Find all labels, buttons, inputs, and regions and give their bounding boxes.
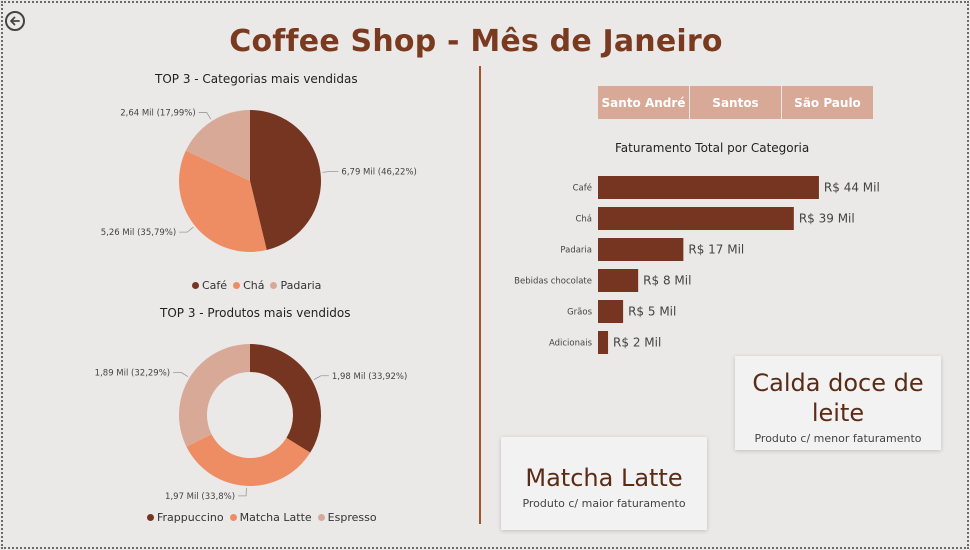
donut-produtos-title: TOP 3 - Produtos mais vendidos: [160, 306, 351, 320]
pie-slice: [250, 344, 321, 453]
back-button[interactable]: [5, 11, 25, 31]
bar-value-label: R$ 8 Mil: [643, 274, 691, 288]
bar-value-label: R$ 17 Mil: [688, 243, 744, 257]
legend-item-matcha-latte: Matcha Latte: [229, 511, 312, 524]
slicer-option-santos[interactable]: Santos: [690, 86, 782, 119]
pie-categorias-legend: Café Chá Padaria: [192, 279, 321, 292]
bar-category-label: Bebidas chocolate: [514, 277, 592, 287]
slicer-option-sao-paulo[interactable]: São Paulo: [782, 86, 873, 119]
slice-data-label: 1,89 Mil (32,29%): [95, 368, 170, 378]
page-title: Coffee Shop - Mês de Janeiro: [229, 24, 723, 59]
card-maior-value: Matcha Latte: [525, 464, 683, 492]
bar: [598, 269, 639, 292]
legend-label: Padaria: [280, 279, 322, 292]
slicer-option-santo-andre[interactable]: Santo André: [598, 86, 690, 119]
bar-value-label: R$ 2 Mil: [613, 336, 661, 350]
leader-line: [173, 371, 189, 377]
bar: [598, 238, 684, 261]
card-menor-label: Produto c/ menor faturamento: [754, 432, 922, 445]
bar-value-label: R$ 39 Mil: [799, 212, 855, 226]
bar: [598, 300, 624, 323]
leader-line: [322, 171, 339, 173]
pie-slice: [178, 150, 267, 252]
bar-category-label: Adicionais: [549, 339, 593, 349]
pie-slice: [185, 110, 250, 181]
pie-slice: [250, 110, 321, 251]
bar: [598, 176, 819, 199]
bar: [598, 207, 794, 230]
arrow-left-icon: [10, 16, 20, 26]
slice-data-label: 5,26 Mil (35,79%): [101, 228, 176, 238]
bar-faturamento-title: Faturamento Total por Categoria: [615, 141, 810, 155]
leader-line: [238, 487, 247, 497]
slice-data-label: 1,98 Mil (33,92%): [332, 372, 407, 382]
pie-categorias-chart: 6,79 Mil (46,22%) 5,26 Mil (35,79%) 2,64 M…: [101, 109, 417, 252]
bar-category-label: Padaria: [560, 246, 592, 256]
donut-produtos-legend: Frappuccino Matcha Latte Espresso: [147, 511, 377, 524]
card-menor-faturamento: Calda doce de leite Produto c/ menor fat…: [735, 356, 941, 450]
legend-label: Frappuccino: [157, 511, 224, 524]
slice-data-label: 1,97 Mil (33,8%): [165, 492, 235, 502]
legend-item-cafe: Café: [192, 279, 227, 292]
legend-label: Espresso: [327, 511, 377, 524]
leader-line: [179, 226, 194, 233]
legend-item-padaria: Padaria: [270, 279, 321, 292]
card-maior-label: Produto c/ maior faturamento: [522, 497, 686, 510]
pie-categorias-title: TOP 3 - Categorias mais vendidas: [155, 72, 358, 86]
card-menor-value-line2: leite: [811, 399, 865, 427]
legend-item-cha: Chá: [233, 279, 264, 292]
card-maior-faturamento: Matcha Latte Produto c/ maior faturament…: [501, 437, 707, 530]
pie-slice: [179, 344, 250, 447]
bar-faturamento-chart: Café R$ 44 Mil Chá R$ 39 Mil Padaria R$ 17 Mi…: [514, 176, 880, 354]
bar-value-label: R$ 44 Mil: [824, 181, 880, 195]
pie-slice: [186, 434, 311, 486]
leader-line: [313, 375, 329, 380]
bar-category-label: Grãos: [567, 308, 592, 318]
bar: [598, 331, 609, 354]
donut-produtos-chart: 1,98 Mil (33,92%) 1,97 Mil (33,8%) 1,89 Mi…: [95, 344, 407, 502]
legend-item-frappuccino: Frappuccino: [147, 511, 224, 524]
legend-label: Café: [202, 279, 228, 292]
bar-category-label: Chá: [575, 215, 592, 225]
slice-data-label: 2,64 Mil (17,99%): [120, 109, 195, 119]
bar-value-label: R$ 5 Mil: [628, 305, 676, 319]
slice-data-label: 6,79 Mil (46,22%): [341, 167, 416, 177]
vertical-divider: [479, 66, 481, 524]
legend-label: Chá: [243, 279, 265, 292]
bar-category-label: Café: [573, 183, 592, 194]
leader-line: [198, 112, 212, 120]
legend-item-espresso: Espresso: [317, 511, 377, 524]
legend-label: Matcha Latte: [239, 511, 312, 524]
city-slicer: Santo André Santos São Paulo: [598, 86, 873, 119]
card-menor-value-line1: Calda doce de: [752, 369, 924, 397]
